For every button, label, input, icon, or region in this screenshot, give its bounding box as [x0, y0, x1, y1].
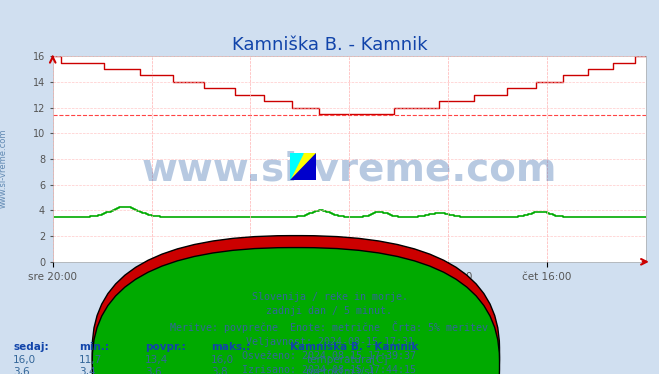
Text: www.si-vreme.com: www.si-vreme.com: [0, 129, 8, 208]
Text: 16,0: 16,0: [211, 355, 234, 365]
Text: 3,4: 3,4: [79, 367, 96, 374]
Text: Kamniška B. - Kamnik: Kamniška B. - Kamnik: [290, 342, 418, 352]
Polygon shape: [290, 153, 303, 180]
Text: 3,8: 3,8: [211, 367, 227, 374]
Text: pretok[m3/s]: pretok[m3/s]: [306, 367, 374, 374]
Text: 11,7: 11,7: [79, 355, 102, 365]
Text: sedaj:: sedaj:: [13, 342, 49, 352]
Text: 13,4: 13,4: [145, 355, 168, 365]
Text: min.:: min.:: [79, 342, 109, 352]
Text: Kamniška B. - Kamnik: Kamniška B. - Kamnik: [232, 36, 427, 54]
Text: temperatura[C]: temperatura[C]: [306, 355, 388, 365]
Polygon shape: [290, 153, 316, 180]
Polygon shape: [290, 153, 316, 180]
Text: povpr.:: povpr.:: [145, 342, 186, 352]
Text: 3,6: 3,6: [145, 367, 161, 374]
Text: www.si-vreme.com: www.si-vreme.com: [142, 150, 557, 188]
Text: maks.:: maks.:: [211, 342, 250, 352]
Text: 3,6: 3,6: [13, 367, 30, 374]
Text: Slovenija / reke in morje.
zadnji dan / 5 minut.
Meritve: povprečne  Enote: metr: Slovenija / reke in morje. zadnji dan / …: [171, 292, 488, 374]
Text: 16,0: 16,0: [13, 355, 36, 365]
